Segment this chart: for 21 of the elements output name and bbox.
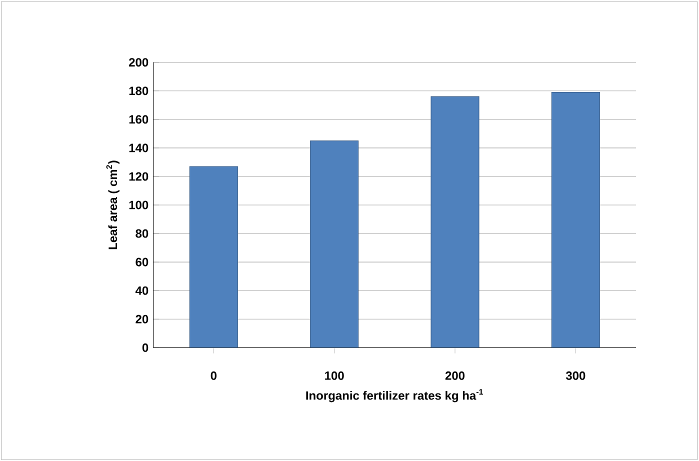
x-axis-title: Inorganic fertilizer rates kg ha$^{-1}$ (306, 389, 484, 402)
x-tick-label: 0 (210, 371, 217, 380)
bar (189, 166, 238, 348)
bar (310, 140, 359, 348)
y-axis-title: Leaf area ( cm$^{2}$) (106, 160, 120, 250)
y-tick-label: 100 (129, 200, 148, 210)
y-tick-label: 180 (129, 86, 148, 96)
y-tick-label: 0 (142, 343, 148, 352)
y-tick-label: 120 (129, 172, 148, 181)
y-tick-label: 200 (129, 58, 148, 67)
y-tick-label: 140 (129, 144, 148, 152)
y-tick-label: 160 (129, 115, 148, 124)
x-tick-label: 300 (566, 371, 586, 380)
x-tick-label: 200 (445, 371, 465, 380)
x-tick-label: 100 (325, 371, 344, 380)
bar (430, 96, 480, 348)
y-tick-label: 40 (135, 286, 148, 295)
bar (551, 92, 600, 348)
y-tick-label: 20 (136, 314, 148, 324)
y-tick-label: 80 (136, 229, 148, 238)
y-tick-label: 60 (136, 258, 148, 266)
